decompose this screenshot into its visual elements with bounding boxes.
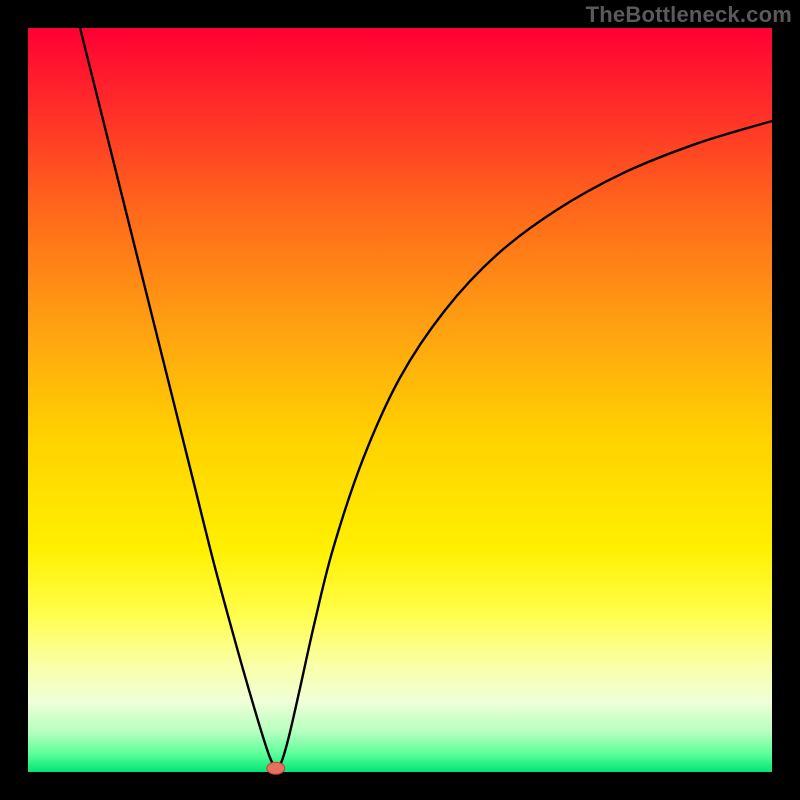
bottleneck-chart (0, 0, 800, 800)
chart-container: TheBottleneck.com (0, 0, 800, 800)
watermark-text: TheBottleneck.com (586, 2, 792, 28)
